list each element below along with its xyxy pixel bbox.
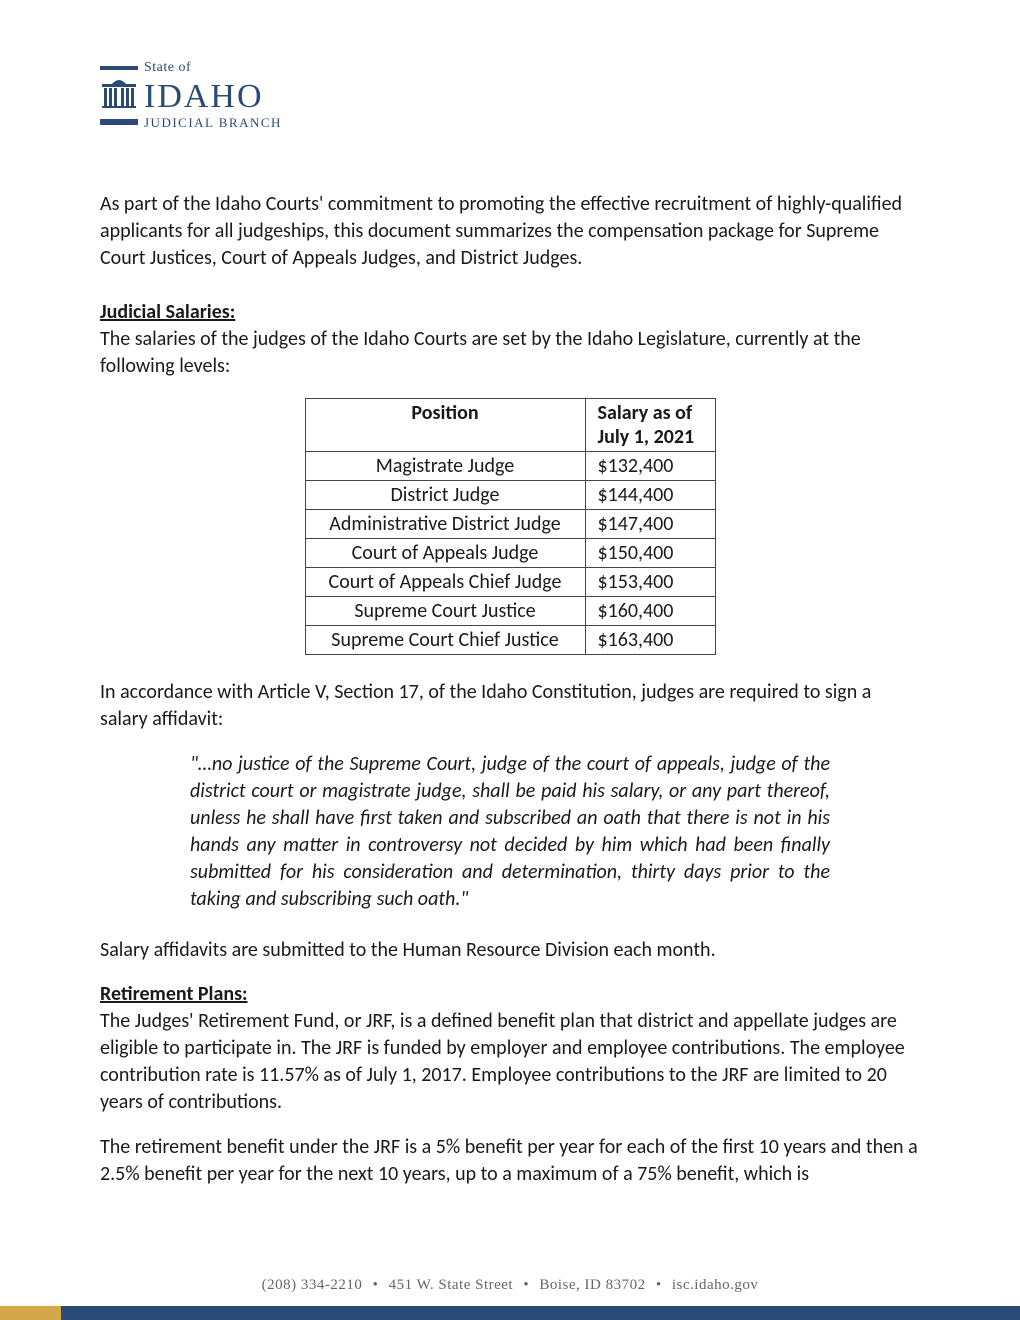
footer-phone: (208) 334-2210 [262, 1277, 363, 1293]
table-row: Supreme Court Justice$160,400 [305, 597, 715, 626]
capitol-icon [100, 78, 138, 116]
col-salary-l1: Salary as of [598, 401, 693, 425]
salaries-intro: The salaries of the judges of the Idaho … [100, 326, 920, 380]
table-row: Court of Appeals Chief Judge$153,400 [305, 568, 715, 597]
logo-judicial-branch: JUDICIAL BRANCH [144, 113, 282, 131]
cell-salary: $163,400 [585, 626, 715, 655]
logo-block: State of IDAHO JUDICIAL BRANCH [50, 60, 920, 131]
footer-bar-gold [0, 1306, 61, 1320]
page-footer: (208) 334-2210 • 451 W. State Street • B… [0, 1277, 1020, 1320]
cell-position: Supreme Court Justice [305, 597, 585, 626]
footer-address: 451 W. State Street [389, 1277, 514, 1293]
footer-bars [0, 1306, 1020, 1320]
cell-salary: $147,400 [585, 510, 715, 539]
logo-line-3: JUDICIAL BRANCH [100, 113, 920, 131]
cell-position: Administrative District Judge [305, 510, 585, 539]
intro-paragraph: As part of the Idaho Courts' commitment … [100, 191, 920, 272]
table-row: Magistrate Judge$132,400 [305, 452, 715, 481]
table-row: Administrative District Judge$147,400 [305, 510, 715, 539]
table-header-row: Position Salary as of July 1, 2021 [305, 399, 715, 452]
col-salary-l2: July 1, 2021 [598, 425, 695, 449]
cell-salary: $153,400 [585, 568, 715, 597]
logo-line-2: IDAHO [100, 78, 920, 116]
table-row: Court of Appeals Judge$150,400 [305, 539, 715, 568]
logo-top-bar [100, 66, 138, 70]
table-row: Supreme Court Chief Justice$163,400 [305, 626, 715, 655]
cell-position: Supreme Court Chief Justice [305, 626, 585, 655]
col-position: Position [305, 399, 585, 452]
col-salary: Salary as of July 1, 2021 [585, 399, 715, 452]
footer-sep: • [367, 1277, 385, 1293]
cell-position: District Judge [305, 481, 585, 510]
affidavit-quote: "…no justice of the Supreme Court, judge… [190, 751, 830, 913]
logo-line-1: State of [100, 60, 920, 76]
footer-site: isc.idaho.gov [672, 1277, 759, 1293]
salary-table-body: Magistrate Judge$132,400District Judge$1… [305, 452, 715, 655]
logo-state-of: State of [144, 60, 191, 76]
cell-salary: $160,400 [585, 597, 715, 626]
logo-bottom-bar [100, 119, 138, 125]
retirement-heading: Retirement Plans: [100, 982, 920, 1006]
footer-sep: • [517, 1277, 535, 1293]
cell-salary: $144,400 [585, 481, 715, 510]
logo-idaho: IDAHO [144, 78, 264, 116]
cell-position: Court of Appeals Chief Judge [305, 568, 585, 597]
cell-position: Magistrate Judge [305, 452, 585, 481]
salary-table: Position Salary as of July 1, 2021 Magis… [305, 398, 716, 655]
affidavit-intro: In accordance with Article V, Section 17… [100, 679, 920, 733]
footer-bar-navy [61, 1306, 1020, 1320]
footer-sep: • [650, 1277, 668, 1293]
table-row: District Judge$144,400 [305, 481, 715, 510]
affidavit-outro: Salary affidavits are submitted to the H… [100, 937, 920, 964]
salaries-heading: Judicial Salaries: [100, 300, 920, 324]
cell-position: Court of Appeals Judge [305, 539, 585, 568]
footer-city: Boise, ID 83702 [539, 1277, 645, 1293]
footer-contact: (208) 334-2210 • 451 W. State Street • B… [0, 1277, 1020, 1306]
retirement-p1: The Judges' Retirement Fund, or JRF, is … [100, 1008, 920, 1116]
retirement-p2: The retirement benefit under the JRF is … [100, 1134, 920, 1188]
page-container: State of IDAHO JUDICIAL BRANCH [0, 0, 1020, 1188]
cell-salary: $132,400 [585, 452, 715, 481]
cell-salary: $150,400 [585, 539, 715, 568]
